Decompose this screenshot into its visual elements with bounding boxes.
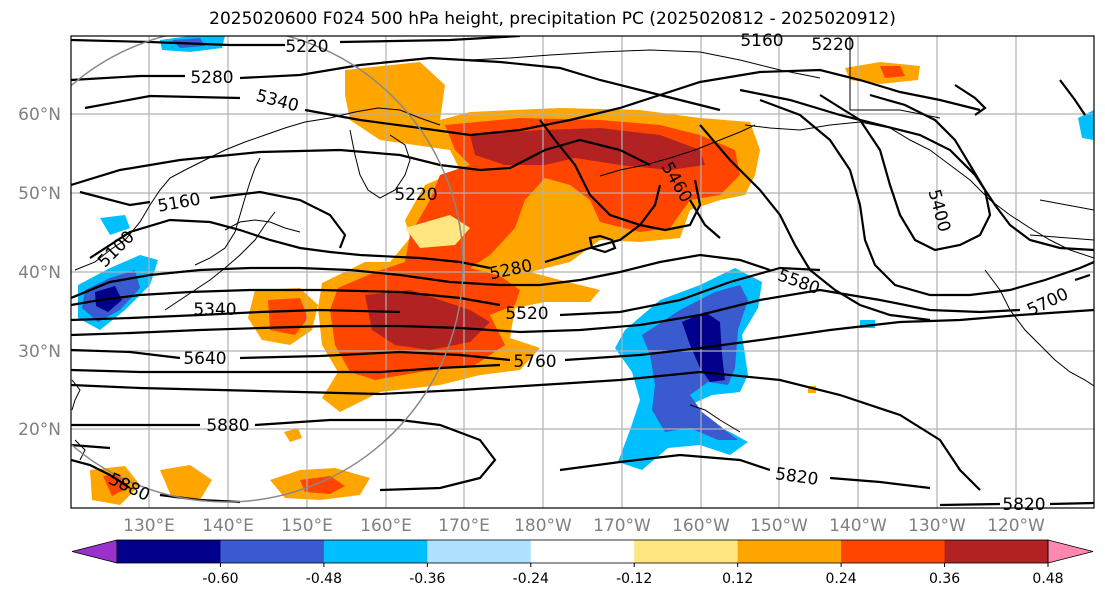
colorbar-tick-label: -0.36: [409, 571, 445, 587]
colorbar-extend-low: [71, 539, 118, 564]
lon-label: 140°E: [202, 516, 254, 536]
map-title: 2025020600 F024 500 hPa height, precipit…: [209, 9, 896, 29]
contour-label: 5820: [1002, 495, 1045, 515]
precip-negative-shading: [78, 36, 1094, 470]
lon-label: 170°E: [438, 516, 490, 536]
colorbar-tick-label: -0.24: [513, 571, 549, 587]
colorbar-segment: [220, 540, 325, 563]
reference-circle: [71, 36, 464, 503]
colorbar-segment: [841, 540, 946, 563]
contour-label: 5880: [206, 416, 249, 436]
colorbar-segment: [944, 540, 1049, 563]
lon-label: 160°W: [672, 516, 730, 536]
contour-label: 5340: [193, 300, 236, 320]
lon-label: 150°W: [750, 516, 808, 536]
colorbar-tick-label: 0.36: [929, 571, 960, 587]
colorbar-frame: [116, 539, 1049, 564]
lon-label: 130°E: [123, 516, 175, 536]
lat-label: 30°N: [18, 342, 61, 362]
lon-label: 140°W: [829, 516, 887, 536]
colorbar-segment: [634, 540, 739, 563]
lon-label: 120°W: [987, 516, 1045, 536]
contour-label: 5640: [183, 349, 226, 369]
colorbar: -0.60 -0.48 -0.36 -0.24 -0.12 0.12 0.24 0.36 0.4…: [71, 539, 1094, 587]
contour-label: 5220: [811, 35, 854, 55]
contour-label: 5220: [394, 185, 437, 205]
colorbar-tick-label: 0.48: [1032, 571, 1063, 587]
lon-label: 180°W: [514, 516, 572, 536]
longitude-labels: 130°E 140°E 150°E 160°E 170°E 180°W 170°…: [123, 516, 1045, 536]
colorbar-tick-label: -0.12: [616, 571, 652, 587]
lat-label: 20°N: [18, 420, 61, 440]
colorbar-tick-label: -0.60: [202, 571, 238, 587]
colorbar-tick-label: 0.24: [826, 571, 857, 587]
lon-label: 170°W: [593, 516, 651, 536]
contour-label: 5280: [190, 68, 233, 88]
lat-label: 40°N: [18, 263, 61, 283]
colorbar-segment: [737, 540, 842, 563]
contour-label: 5160: [740, 31, 783, 51]
lat-label: 60°N: [18, 105, 61, 125]
colorbar-segment: [530, 540, 635, 563]
colorbar-segment: [117, 540, 221, 563]
lon-label: 130°W: [908, 516, 966, 536]
colorbar-tick-label: -0.48: [306, 571, 342, 587]
contour-label: 5520: [505, 304, 548, 324]
map-panel: [71, 36, 1094, 508]
colorbar-tick-label: 0.12: [722, 571, 753, 587]
colorbar-extend-high: [1047, 539, 1094, 564]
colorbar-segment: [427, 540, 532, 563]
lon-label: 160°E: [360, 516, 412, 536]
lon-label: 150°E: [281, 516, 333, 536]
contour-label: 5760: [513, 352, 556, 372]
precip-positive-shading: [90, 62, 920, 505]
lat-label: 50°N: [18, 184, 61, 204]
contour-label: 5220: [285, 37, 328, 57]
latitude-labels: 60°N 50°N 40°N 30°N 20°N: [18, 105, 61, 440]
map-frame: [70, 35, 1095, 509]
colorbar-segment: [323, 540, 428, 563]
